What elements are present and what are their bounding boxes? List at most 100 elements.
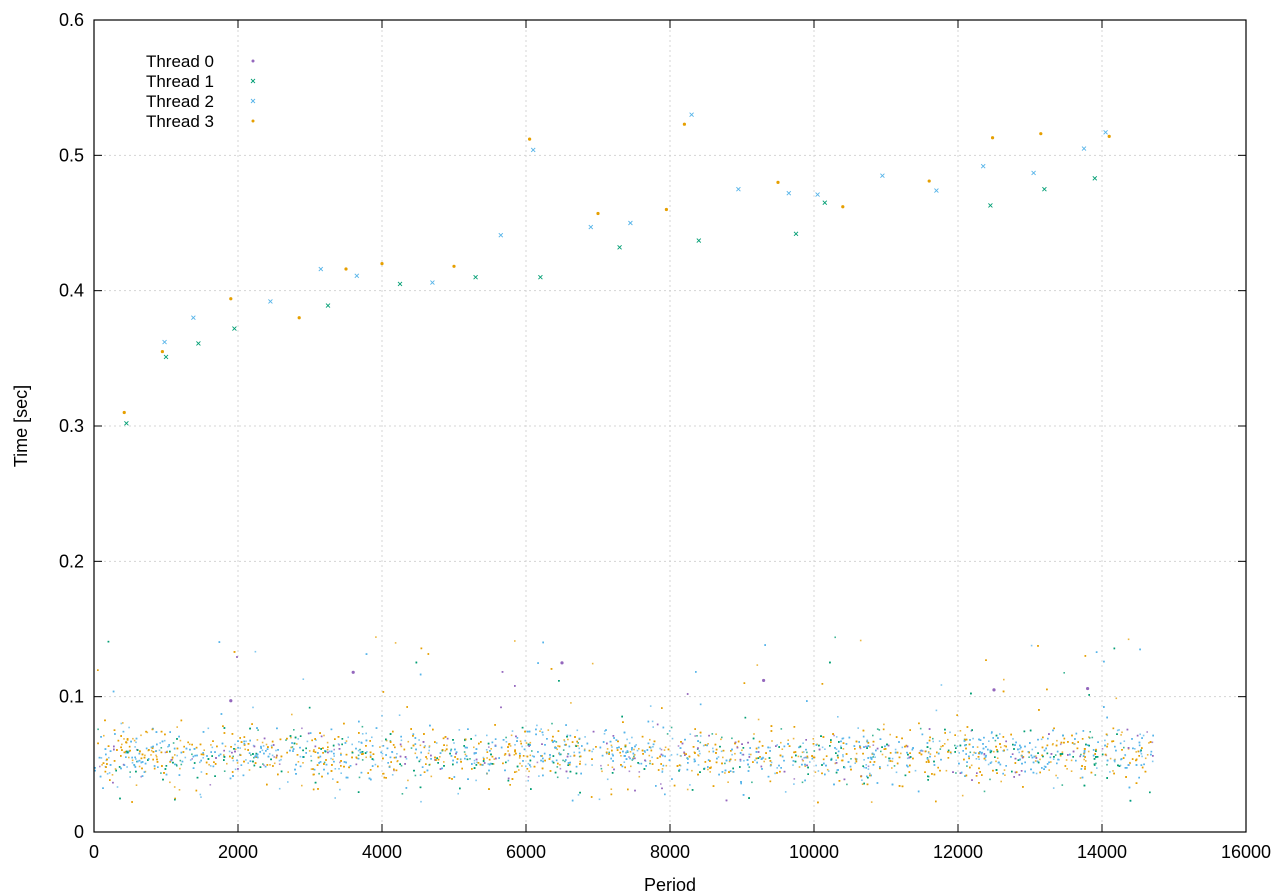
band-point — [97, 728, 99, 731]
band-point — [625, 751, 627, 754]
band-point — [990, 750, 993, 752]
band-point — [179, 767, 181, 770]
band-point — [577, 742, 579, 744]
band-point — [627, 788, 629, 791]
band-point — [107, 745, 110, 747]
band-point — [880, 750, 882, 753]
band-point — [863, 782, 865, 785]
band-point — [511, 778, 514, 780]
band-point — [838, 741, 840, 743]
band-point — [805, 748, 807, 751]
band-point — [140, 757, 143, 760]
band-point — [677, 745, 680, 747]
band-point — [297, 738, 299, 740]
band-point — [332, 744, 335, 747]
band-point — [135, 737, 138, 740]
band-point — [162, 778, 164, 781]
band-point — [1018, 751, 1020, 754]
band-point — [1126, 728, 1129, 731]
band-point — [1141, 747, 1143, 749]
band-point — [1014, 771, 1017, 774]
band-point — [1048, 733, 1050, 735]
band-point — [361, 759, 364, 761]
band-point — [398, 714, 401, 716]
band-point — [1106, 759, 1109, 762]
band-point — [191, 758, 193, 760]
band-point — [806, 756, 809, 759]
band-point — [861, 783, 864, 785]
band-point — [689, 733, 692, 735]
band-point — [693, 758, 696, 761]
band-point — [196, 776, 199, 779]
band-point — [143, 756, 146, 759]
band-point — [747, 741, 749, 744]
band-point — [641, 735, 644, 738]
band-point — [114, 768, 117, 770]
band-point — [514, 749, 516, 751]
band-point — [299, 735, 302, 737]
band-point — [277, 749, 279, 751]
band-point — [1144, 757, 1147, 760]
band-point — [683, 751, 685, 754]
band-point — [981, 774, 983, 776]
band-point — [501, 671, 504, 673]
band-point — [739, 766, 741, 768]
band-point — [195, 746, 198, 749]
band-point — [527, 743, 530, 746]
band-point — [1080, 768, 1083, 770]
band-point — [231, 757, 234, 759]
band-point — [466, 746, 468, 749]
band-point — [845, 753, 848, 755]
band-point — [679, 747, 682, 749]
band-point — [990, 761, 993, 763]
band-point — [153, 765, 156, 767]
band-point — [927, 779, 929, 781]
band-point — [1034, 746, 1037, 748]
band-point — [859, 747, 862, 750]
band-point — [403, 748, 406, 751]
band-point — [850, 758, 852, 760]
band-point — [161, 740, 164, 743]
band-point — [648, 754, 651, 757]
band-point — [345, 761, 347, 764]
band-point — [528, 730, 531, 733]
band-point — [100, 757, 103, 759]
band-point — [1076, 747, 1079, 750]
band-point — [1003, 769, 1006, 771]
band-point — [906, 751, 908, 754]
band-point — [1035, 757, 1038, 759]
band-point — [488, 746, 490, 748]
band-point — [678, 764, 681, 766]
band-point — [720, 750, 723, 753]
band-point — [857, 727, 859, 729]
band-point — [1046, 688, 1048, 691]
band-point — [792, 764, 794, 766]
band-point — [778, 746, 780, 748]
band-point — [551, 760, 554, 763]
band-point — [542, 757, 544, 760]
band-point — [611, 749, 613, 752]
band-point — [430, 754, 432, 757]
band-point — [394, 642, 397, 644]
band-point — [863, 759, 865, 761]
band-point — [1126, 767, 1128, 769]
band-point — [507, 759, 510, 762]
band-point — [223, 749, 225, 752]
band-point — [670, 754, 673, 756]
band-point — [780, 767, 782, 769]
band-point — [312, 788, 315, 791]
band-point — [521, 745, 523, 748]
band-point — [956, 714, 958, 716]
band-point — [526, 768, 529, 770]
band-point — [1039, 758, 1041, 761]
band-point — [1083, 784, 1086, 787]
band-point — [830, 741, 832, 743]
band-point — [1021, 750, 1023, 753]
band-point — [855, 760, 858, 763]
band-point — [806, 755, 809, 758]
band-point — [426, 769, 429, 772]
band-point — [289, 735, 292, 737]
band-point — [160, 751, 163, 754]
band-point — [505, 736, 507, 739]
band-point — [430, 775, 433, 778]
